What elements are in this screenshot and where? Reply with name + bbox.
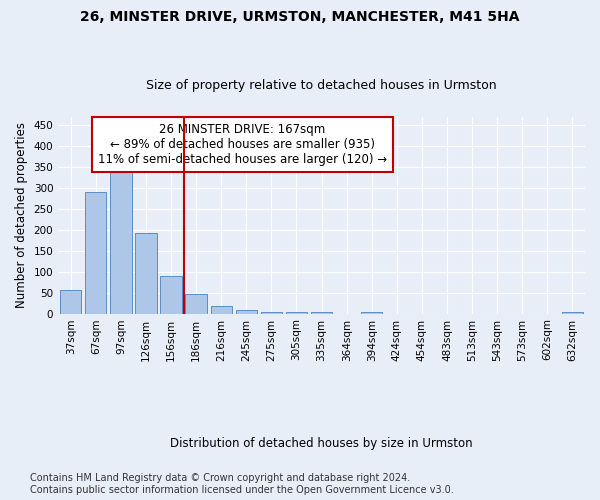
Bar <box>236 310 257 314</box>
Bar <box>311 312 332 314</box>
Bar <box>562 312 583 314</box>
Bar <box>85 192 106 314</box>
Text: 26, MINSTER DRIVE, URMSTON, MANCHESTER, M41 5HA: 26, MINSTER DRIVE, URMSTON, MANCHESTER, … <box>80 10 520 24</box>
Bar <box>110 166 131 314</box>
Bar <box>60 290 82 314</box>
Bar <box>185 294 207 314</box>
Bar <box>261 312 282 314</box>
X-axis label: Distribution of detached houses by size in Urmston: Distribution of detached houses by size … <box>170 437 473 450</box>
Text: Contains HM Land Registry data © Crown copyright and database right 2024.
Contai: Contains HM Land Registry data © Crown c… <box>30 474 454 495</box>
Text: 26 MINSTER DRIVE: 167sqm
← 89% of detached houses are smaller (935)
11% of semi-: 26 MINSTER DRIVE: 167sqm ← 89% of detach… <box>98 122 387 166</box>
Bar <box>136 233 157 314</box>
Bar <box>286 312 307 314</box>
Bar <box>361 312 382 314</box>
Bar <box>160 276 182 314</box>
Y-axis label: Number of detached properties: Number of detached properties <box>15 122 28 308</box>
Bar <box>211 306 232 314</box>
Title: Size of property relative to detached houses in Urmston: Size of property relative to detached ho… <box>146 79 497 92</box>
